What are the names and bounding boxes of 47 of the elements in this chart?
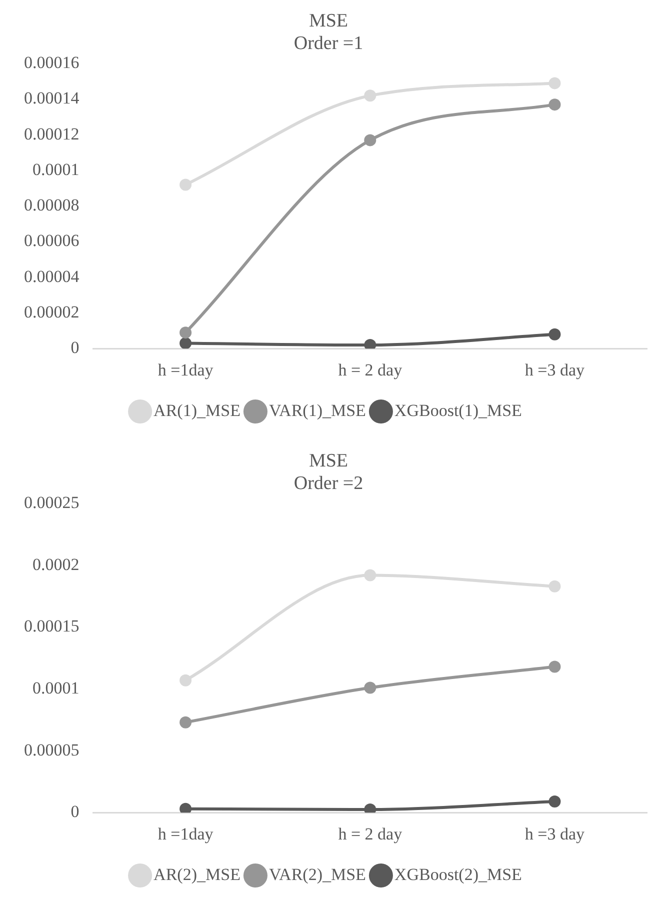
- point: [548, 660, 561, 673]
- x-tick-label: h =1day: [158, 824, 214, 844]
- point: [180, 326, 192, 339]
- y-tick-label: 0.00008: [24, 196, 80, 215]
- y-tick-label: 0.00005: [24, 740, 80, 760]
- y-tick-label: 0.00016: [24, 53, 80, 72]
- y-tick-label: 0.00014: [24, 88, 80, 108]
- legend-label: XGBoost(1)_MSE: [394, 400, 522, 420]
- point: [364, 682, 376, 694]
- point: [548, 77, 561, 90]
- y-tick-label: 0.0002: [32, 554, 80, 574]
- point: [548, 580, 561, 592]
- x-tick-label: h = 2 day: [338, 824, 403, 844]
- y-tick-label: 0.0001: [32, 678, 80, 698]
- y-tick-label: 0: [70, 802, 80, 822]
- chart-title: MSE: [308, 450, 348, 472]
- legend-label: AR(2)_MSE: [154, 864, 240, 884]
- y-tick-label: 0.00004: [24, 266, 80, 286]
- point: [180, 337, 192, 349]
- point: [548, 328, 561, 340]
- y-tick-label: 0.00015: [24, 616, 80, 636]
- point: [180, 802, 192, 813]
- chart-subtitle: Order =1: [294, 33, 364, 54]
- y-tick-label: 0.0001: [32, 160, 80, 179]
- legend-label: VAR(1)_MSE: [268, 400, 366, 420]
- point: [180, 178, 192, 191]
- y-tick-label: 0.00006: [24, 231, 80, 250]
- legend-label: AR(1)_MSE: [154, 400, 240, 420]
- y-tick-label: 0.00012: [24, 124, 80, 144]
- chart-subtitle: Order =2: [294, 473, 364, 494]
- point: [548, 98, 561, 111]
- point: [364, 90, 376, 102]
- legend-label: VAR(2)_MSE: [268, 864, 366, 884]
- y-tick-label: 0: [70, 338, 80, 358]
- x-tick-label: h = 2 day: [338, 360, 403, 380]
- point: [548, 795, 561, 808]
- x-tick-label: h =1day: [158, 360, 214, 380]
- point: [364, 134, 376, 146]
- y-tick-label: 0.00002: [24, 302, 80, 322]
- y-tick-label: 0.00025: [24, 493, 80, 512]
- point: [364, 569, 376, 582]
- point: [180, 674, 192, 686]
- legend-label: XGBoost(2)_MSE: [394, 864, 522, 884]
- point: [180, 716, 192, 728]
- x-tick-label: h =3 day: [524, 824, 586, 844]
- chart-title: MSE: [308, 10, 348, 32]
- x-tick-label: h =3 day: [524, 360, 586, 380]
